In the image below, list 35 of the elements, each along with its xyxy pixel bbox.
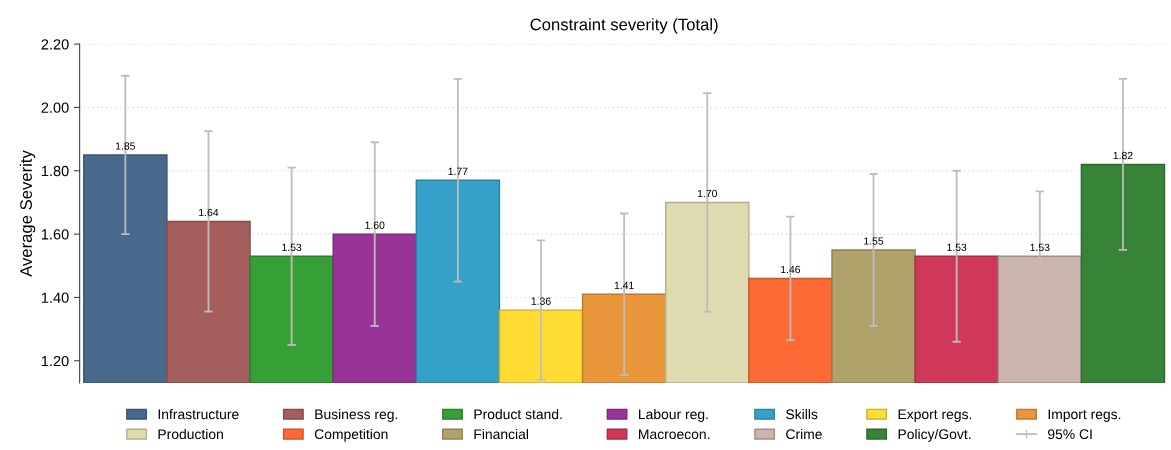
legend-label: Competition (314, 428, 388, 442)
y-tick-label: 1.80 (41, 165, 69, 177)
legend-label: Macroecon. (639, 429, 710, 440)
data-label: 1.82 (1113, 151, 1133, 160)
legend-label: Export regs. (898, 409, 972, 422)
data-label: 1.85 (116, 142, 136, 150)
legend-label: Crime (786, 428, 822, 440)
data-label: 1.36 (531, 297, 551, 305)
data-label: 1.53 (1030, 243, 1050, 252)
y-tick-label: 1.20 (41, 355, 69, 367)
legend-label: Import regs. (1048, 409, 1121, 422)
legend-label: Skills (786, 409, 818, 420)
data-label: 1.55 (864, 237, 884, 245)
y-tick-label: 1.40 (41, 292, 69, 303)
legend-label: Production (158, 428, 223, 440)
legend-label: Infrastructure (158, 409, 239, 420)
legend-label: Policy/Govt. (898, 428, 971, 442)
legend-label: Financial (474, 428, 528, 440)
legend-label: Labour reg. (639, 409, 708, 422)
data-label: 1.77 (448, 167, 468, 175)
data-label: 1.64 (199, 208, 219, 217)
data-label: 1.53 (947, 243, 967, 252)
y-tick-label: 1.60 (41, 229, 69, 240)
legend-label: Business reg. (315, 409, 398, 422)
y-tick-label: 2.20 (41, 39, 69, 50)
data-label: 1.41 (614, 281, 634, 289)
data-label: 1.46 (781, 265, 801, 274)
data-label: 1.70 (697, 189, 718, 198)
data-label: 1.60 (365, 221, 385, 229)
y-axis-title: Average Severity (19, 150, 36, 277)
text: 95% CI (1048, 429, 1092, 440)
chart-title: Constraint severity (Total) (530, 18, 718, 34)
y-tick-label: 2.00 (41, 102, 69, 113)
legend-label: Product stand. (474, 409, 562, 420)
data-label: 1.53 (282, 243, 302, 252)
